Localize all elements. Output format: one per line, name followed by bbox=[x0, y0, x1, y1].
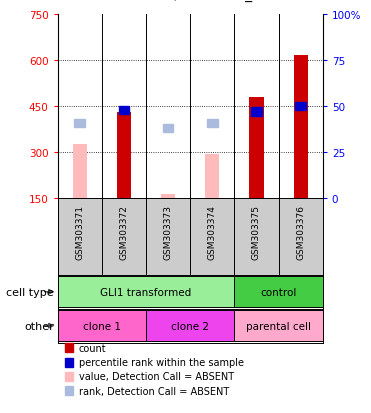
Bar bbox=[249, 97, 263, 199]
Bar bbox=[251, 108, 262, 116]
Text: GSM303373: GSM303373 bbox=[164, 205, 173, 260]
Bar bbox=[58, 311, 146, 341]
Text: clone 2: clone 2 bbox=[171, 321, 209, 331]
Bar bbox=[118, 107, 129, 114]
Text: GLI1 transformed: GLI1 transformed bbox=[100, 287, 191, 297]
Bar bbox=[234, 311, 323, 341]
Text: GDS3550 / 1370955_at: GDS3550 / 1370955_at bbox=[105, 0, 266, 2]
Text: GSM303371: GSM303371 bbox=[75, 205, 84, 260]
Text: GSM303372: GSM303372 bbox=[119, 205, 128, 259]
Bar bbox=[117, 113, 131, 199]
Bar bbox=[205, 154, 219, 199]
Text: GSM303376: GSM303376 bbox=[296, 205, 305, 260]
Text: clone 1: clone 1 bbox=[83, 321, 121, 331]
Text: GSM303374: GSM303374 bbox=[208, 205, 217, 259]
Bar bbox=[207, 119, 217, 127]
Text: other: other bbox=[24, 321, 54, 331]
Bar bbox=[234, 277, 323, 307]
Text: control: control bbox=[260, 287, 297, 297]
Text: GSM303375: GSM303375 bbox=[252, 205, 261, 260]
Bar bbox=[58, 277, 234, 307]
Text: count: count bbox=[79, 343, 106, 353]
Text: value, Detection Call = ABSENT: value, Detection Call = ABSENT bbox=[79, 372, 234, 382]
Bar bbox=[73, 145, 87, 199]
Text: parental cell: parental cell bbox=[246, 321, 311, 331]
Text: cell type: cell type bbox=[6, 287, 54, 297]
Bar bbox=[293, 56, 308, 199]
Bar bbox=[161, 194, 175, 199]
Bar bbox=[295, 103, 306, 111]
Text: percentile rank within the sample: percentile rank within the sample bbox=[79, 357, 244, 367]
Bar bbox=[163, 125, 173, 133]
Bar bbox=[146, 311, 234, 341]
Bar bbox=[74, 119, 85, 127]
Text: rank, Detection Call = ABSENT: rank, Detection Call = ABSENT bbox=[79, 386, 229, 396]
